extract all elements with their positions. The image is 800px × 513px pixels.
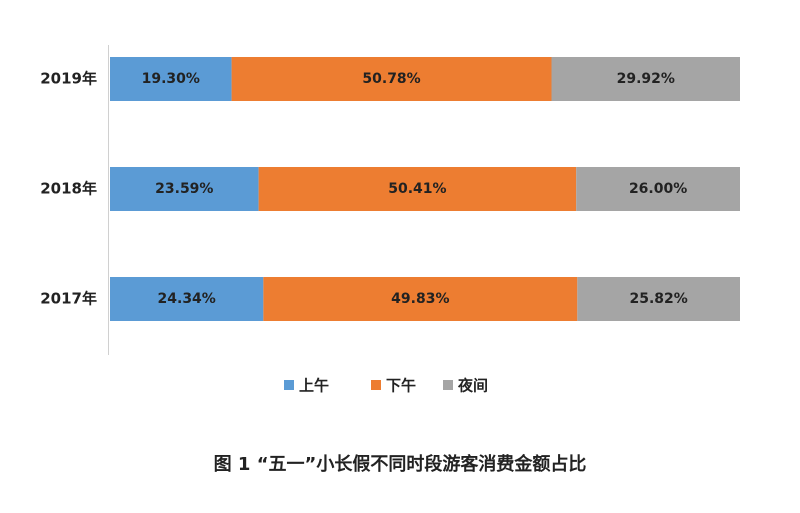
value-label: 26.00% (629, 181, 687, 197)
bar-segment (576, 167, 740, 211)
y-tick-label: 2019年 (40, 70, 97, 88)
bar-segment (110, 277, 264, 321)
bar-segment (551, 57, 740, 101)
bar-segment (577, 277, 740, 321)
value-label: 49.83% (391, 291, 449, 307)
bar-segment (110, 167, 259, 211)
bar-segment (263, 277, 578, 321)
y-tick-label: 2018年 (40, 180, 97, 198)
value-label: 29.92% (617, 71, 675, 87)
bar-segment (110, 57, 232, 101)
legend-label: 上午 (299, 377, 329, 395)
value-label: 19.30% (142, 71, 200, 87)
value-label: 24.34% (158, 291, 216, 307)
chart-title: 图 1 “五一”小长假不同时段游客消费金额占比 (214, 453, 587, 475)
value-label: 50.41% (388, 181, 446, 197)
legend-swatch (371, 380, 381, 390)
legend-label: 下午 (386, 377, 416, 395)
bar-segment (231, 57, 552, 101)
legend-swatch (284, 380, 294, 390)
value-label: 23.59% (155, 181, 213, 197)
y-tick-label: 2017年 (40, 290, 97, 308)
legend-label: 夜间 (457, 377, 488, 395)
value-label: 25.82% (630, 291, 688, 307)
legend-swatch (443, 380, 453, 390)
value-label: 50.78% (362, 71, 420, 87)
bar-segment (258, 167, 577, 211)
